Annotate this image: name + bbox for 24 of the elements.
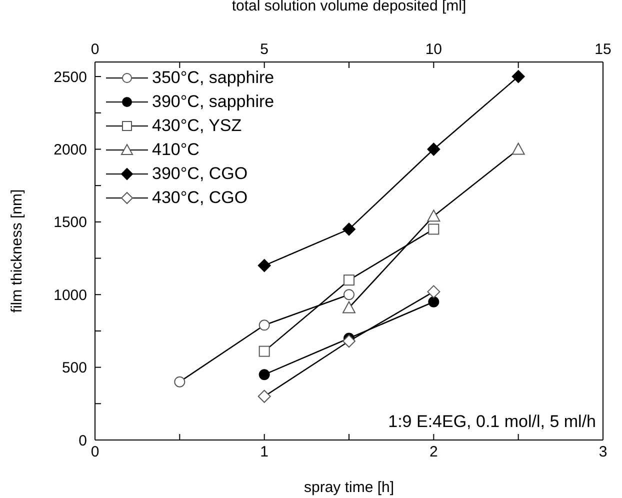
x-tick-label: 1 [260,444,269,461]
y-tick-label: 2000 [54,142,87,159]
annotation: 1:9 E:4EG, 0.1 mol/l, 5 ml/h [388,412,596,432]
legend-label: 390°C, CGO [152,164,248,184]
y-tick-label: 1500 [54,214,87,232]
y-tick-label: 1000 [54,286,87,304]
legend-label: 430°C, CGO [152,188,248,208]
x-tick-label: 3 [598,444,608,461]
legend-label: 350°C, sapphire [152,68,274,88]
legend-label: 390°C, sapphire [152,92,274,112]
x-tick-label: 2 [429,444,438,461]
x-tick-label: 0 [90,444,100,461]
x2-tick-label: 5 [260,41,269,58]
y-axis-title: film thickness [nm] [8,189,26,313]
x2-tick-label: 10 [425,41,442,58]
legend-label: 430°C, YSZ [152,116,242,136]
x2-tick-label: 15 [594,41,612,58]
y-tick-label: 500 [62,360,87,377]
y-tick-label: 0 [78,432,87,450]
x2-axis-title: total solution volume deposited [ml] [232,0,466,15]
x-axis-title: spray time [h] [304,479,394,496]
x2-tick-label: 0 [90,41,100,58]
legend-label: 410°C [152,140,200,160]
y-tick-label: 2500 [54,68,87,86]
